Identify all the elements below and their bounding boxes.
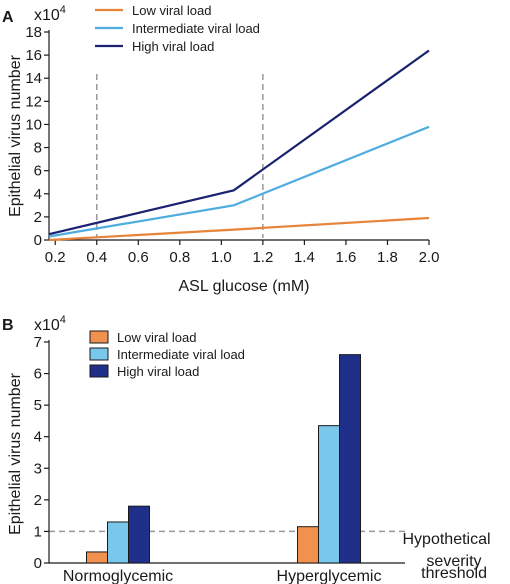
panel-b-y-tick-label: 7 — [34, 334, 42, 351]
legend-label: High viral load — [132, 39, 214, 54]
panel-a-y-axis-label: Epithelial virus number — [7, 54, 24, 217]
panel-a-label: A — [2, 9, 14, 26]
bar-hyperglycemic-intermediate-viral-load — [318, 425, 340, 564]
threshold-label: Hypothetical severity threshold — [403, 531, 496, 582]
panel-a-x-tick-label: 1.8 — [377, 249, 398, 266]
series-line-intermediate-viral-load — [48, 125, 430, 238]
panel-a-x-tick-label: 1.6 — [336, 249, 357, 266]
panel-a-y-tick-label: 6 — [34, 163, 42, 180]
legend-label: Low viral load — [132, 3, 212, 18]
panel-a-y-tick-label: 14 — [25, 70, 42, 87]
threshold-label-line-3: threshold — [421, 565, 487, 582]
panel-b-y-tick-label: 3 — [34, 460, 42, 477]
panel-b-legend: Low viral load Intermediate viral load Hig… — [89, 330, 245, 379]
bar-normoglycemic-low-viral-load — [86, 551, 108, 564]
panel-a-y-tick-label: 4 — [34, 186, 42, 203]
legend-swatch — [89, 330, 109, 344]
panel-a-y-tick-label: 16 — [25, 47, 42, 64]
panel-b-y-tick-label: 1 — [34, 523, 42, 540]
panel-a-y-tick-label: 8 — [34, 140, 42, 157]
panel-a-x-axis-label: ASL glucose (mM) — [179, 278, 310, 295]
bar-normoglycemic-high-viral-load — [128, 505, 150, 564]
panel-a-x-tick-label: 0.2 — [45, 249, 66, 266]
category-label: Normoglycemic — [63, 568, 173, 584]
category-label: Hyperglycemic — [277, 568, 382, 584]
legend-swatch — [89, 364, 109, 378]
panel-a-x-tick-label: 0.4 — [86, 249, 107, 266]
panel-a-legend: Low viral load Intermediate viral load Hig… — [95, 3, 260, 54]
panel-a-y-tick-label: 18 — [25, 24, 42, 41]
panel-b-label: B — [2, 317, 14, 334]
threshold-label-line-2: severity — [426, 553, 481, 570]
panel-a-y-tick-label: 0 — [34, 232, 42, 249]
panel-a-x-tick-label: 1.2 — [252, 249, 273, 266]
panel-a-x-tick-label: 0.8 — [169, 249, 190, 266]
legend-label: High viral load — [117, 364, 199, 379]
panel-a-y-multiplier: x104 — [34, 4, 66, 24]
panel-b-y-tick-label: 6 — [34, 366, 42, 383]
series-line-high-viral-load — [48, 49, 430, 236]
legend-label: Intermediate viral load — [117, 347, 245, 362]
panel-a-x-tick-label: 0.6 — [128, 249, 149, 266]
legend-swatch — [89, 347, 109, 361]
bar-normoglycemic-intermediate-viral-load — [107, 521, 129, 564]
bar-hyperglycemic-low-viral-load — [297, 526, 319, 564]
panel-a-x-tick-label: 1.4 — [294, 249, 315, 266]
legend-label: Low viral load — [117, 330, 197, 345]
panel-b-y-tick-label: 5 — [34, 397, 42, 414]
panel-b-bar-chart: B x104 Epithelial virus number 01234567 … — [2, 314, 496, 584]
legend-label: Intermediate viral load — [132, 21, 260, 36]
panel-a-y-tick-label: 10 — [25, 116, 42, 133]
panel-b-y-tick-label: 0 — [34, 555, 42, 572]
panel-b-y-axis-label: Epithelial virus number — [7, 372, 24, 535]
panel-b-y-tick-label: 4 — [34, 429, 42, 446]
panel-b-y-multiplier: x104 — [34, 314, 66, 334]
panel-b-y-tick-label: 2 — [34, 492, 42, 509]
panel-a-x-tick-label: 2.0 — [419, 249, 440, 266]
threshold-label-line-1: Hypothetical — [403, 531, 491, 548]
panel-a-y-tick-label: 2 — [34, 209, 42, 226]
panel-a-x-tick-label: 1.0 — [211, 249, 232, 266]
panel-a-line-chart: A x104 Epithelial virus number ASL gluco… — [2, 3, 439, 295]
series-line-low-viral-load — [48, 216, 430, 242]
panel-a-y-tick-label: 12 — [25, 93, 42, 110]
bar-hyperglycemic-high-viral-load — [339, 354, 361, 564]
